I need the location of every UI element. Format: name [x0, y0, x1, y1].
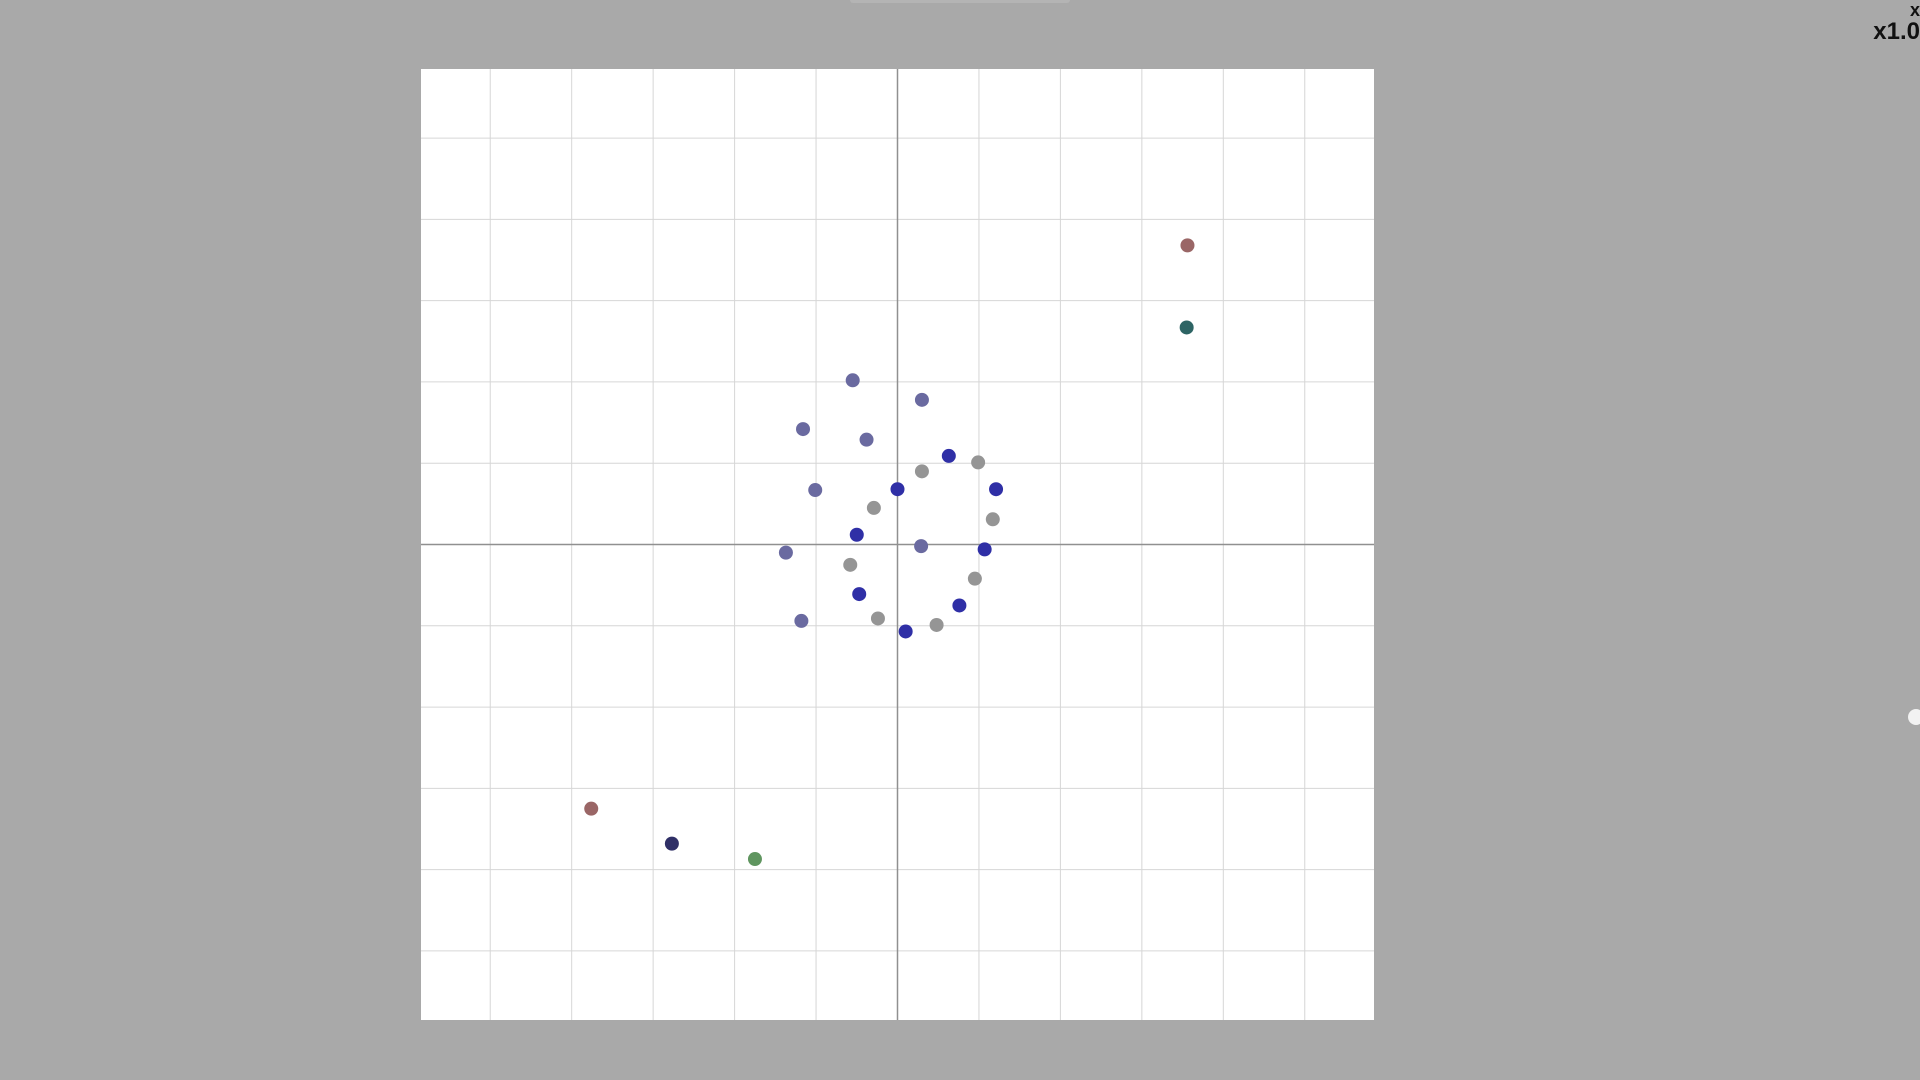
data-point[interactable] [890, 482, 905, 497]
data-point[interactable] [778, 545, 793, 560]
data-point[interactable] [859, 432, 874, 447]
data-point[interactable] [747, 852, 762, 867]
close-button[interactable]: x [1909, 0, 1920, 20]
data-point[interactable] [1179, 320, 1194, 335]
data-point[interactable] [967, 571, 982, 586]
data-point[interactable] [849, 527, 864, 542]
data-point[interactable] [952, 598, 967, 613]
data-point[interactable] [898, 624, 913, 639]
data-point[interactable] [1180, 238, 1195, 253]
data-point[interactable] [870, 611, 885, 626]
data-point[interactable] [852, 587, 867, 602]
data-point[interactable] [843, 557, 858, 572]
data-point[interactable] [989, 482, 1004, 497]
data-point[interactable] [914, 539, 929, 554]
data-point[interactable] [664, 836, 679, 851]
data-point[interactable] [914, 464, 929, 479]
data-point[interactable] [584, 801, 599, 816]
data-point[interactable] [808, 483, 823, 498]
data-point[interactable] [941, 448, 956, 463]
data-point[interactable] [929, 617, 944, 632]
top-drag-handle[interactable] [850, 0, 1070, 3]
data-point[interactable] [794, 613, 809, 628]
data-point[interactable] [985, 512, 1000, 527]
data-point[interactable] [866, 500, 881, 515]
data-points [584, 238, 1195, 867]
side-resize-handle[interactable] [1908, 709, 1920, 725]
data-point[interactable] [971, 455, 986, 470]
data-point[interactable] [796, 422, 811, 437]
data-point[interactable] [977, 542, 992, 557]
axes [421, 69, 1374, 1020]
data-point[interactable] [845, 373, 860, 388]
scatter-plot[interactable] [421, 69, 1374, 1020]
data-point[interactable] [914, 392, 929, 407]
plot-canvas[interactable] [421, 69, 1374, 1020]
zoom-level-label: x1.0 [1873, 18, 1920, 45]
